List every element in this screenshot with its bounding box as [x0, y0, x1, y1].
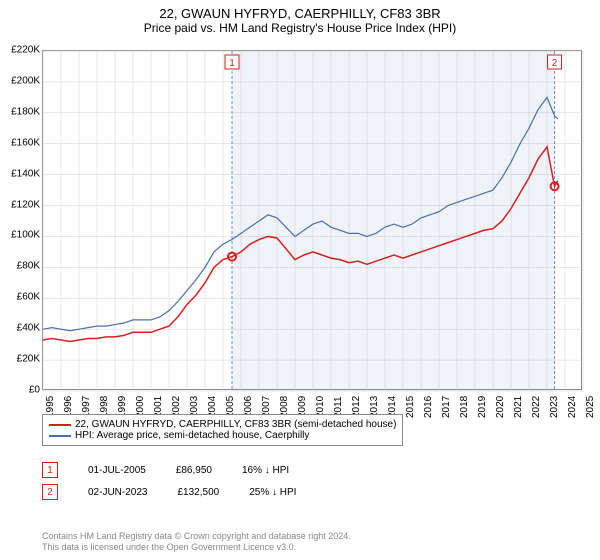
marker-row-2: 2 02-JUN-2023 £132,500 25% ↓ HPI: [42, 484, 296, 500]
footer-attribution: Contains HM Land Registry data © Crown c…: [42, 531, 351, 554]
legend: 22, GWAUN HYFRYD, CAERPHILLY, CF83 3BR (…: [42, 414, 403, 446]
legend-label-property: 22, GWAUN HYFRYD, CAERPHILLY, CF83 3BR (…: [75, 419, 396, 430]
footer-line-2: This data is licensed under the Open Gov…: [42, 542, 351, 554]
footer-line-1: Contains HM Land Registry data © Crown c…: [42, 531, 351, 543]
x-tick-label: 2024: [567, 396, 578, 418]
y-tick-label: £100K: [2, 230, 40, 241]
x-tick-label: 2015: [405, 396, 416, 418]
legend-row-property: 22, GWAUN HYFRYD, CAERPHILLY, CF83 3BR (…: [49, 419, 396, 430]
x-tick-label: 2017: [441, 396, 452, 418]
x-tick-label: 2020: [495, 396, 506, 418]
y-tick-label: £0: [2, 385, 40, 396]
marker-date-2: 02-JUN-2023: [88, 487, 147, 498]
y-tick-label: £160K: [2, 137, 40, 148]
marker-diff-2: 25% ↓ HPI: [249, 487, 296, 498]
y-tick-label: £220K: [2, 45, 40, 56]
y-tick-label: £20K: [2, 354, 40, 365]
y-tick-label: £80K: [2, 261, 40, 272]
marker-box-2: 2: [42, 484, 58, 500]
x-tick-label: 2019: [477, 396, 488, 418]
legend-label-hpi: HPI: Average price, semi-detached house,…: [75, 430, 309, 441]
chart-subtitle: Price paid vs. HM Land Registry's House …: [0, 21, 600, 39]
marker-row-1: 1 01-JUL-2005 £86,950 16% ↓ HPI: [42, 462, 289, 478]
x-tick-label: 2016: [423, 396, 434, 418]
y-tick-label: £120K: [2, 199, 40, 210]
y-tick-label: £180K: [2, 106, 40, 117]
marker-price-1: £86,950: [176, 465, 212, 476]
x-tick-label: 2018: [459, 396, 470, 418]
legend-swatch-property: [49, 424, 71, 426]
x-tick-label: 2022: [531, 396, 542, 418]
svg-text:2: 2: [552, 58, 558, 69]
x-tick-label: 2025: [585, 396, 596, 418]
legend-swatch-hpi: [49, 435, 71, 437]
y-tick-label: £140K: [2, 168, 40, 179]
chart-title: 22, GWAUN HYFRYD, CAERPHILLY, CF83 3BR: [0, 0, 600, 21]
plot-area: 12: [42, 50, 582, 390]
x-tick-label: 2021: [513, 396, 524, 418]
y-tick-label: £60K: [2, 292, 40, 303]
marker-box-1: 1: [42, 462, 58, 478]
marker-price-2: £132,500: [177, 487, 219, 498]
chart-svg: 12: [43, 51, 581, 389]
svg-text:1: 1: [229, 58, 235, 69]
legend-row-hpi: HPI: Average price, semi-detached house,…: [49, 430, 396, 441]
marker-date-1: 01-JUL-2005: [88, 465, 146, 476]
y-tick-label: £40K: [2, 323, 40, 334]
marker-diff-1: 16% ↓ HPI: [242, 465, 289, 476]
y-tick-label: £200K: [2, 75, 40, 86]
x-tick-label: 2023: [549, 396, 560, 418]
